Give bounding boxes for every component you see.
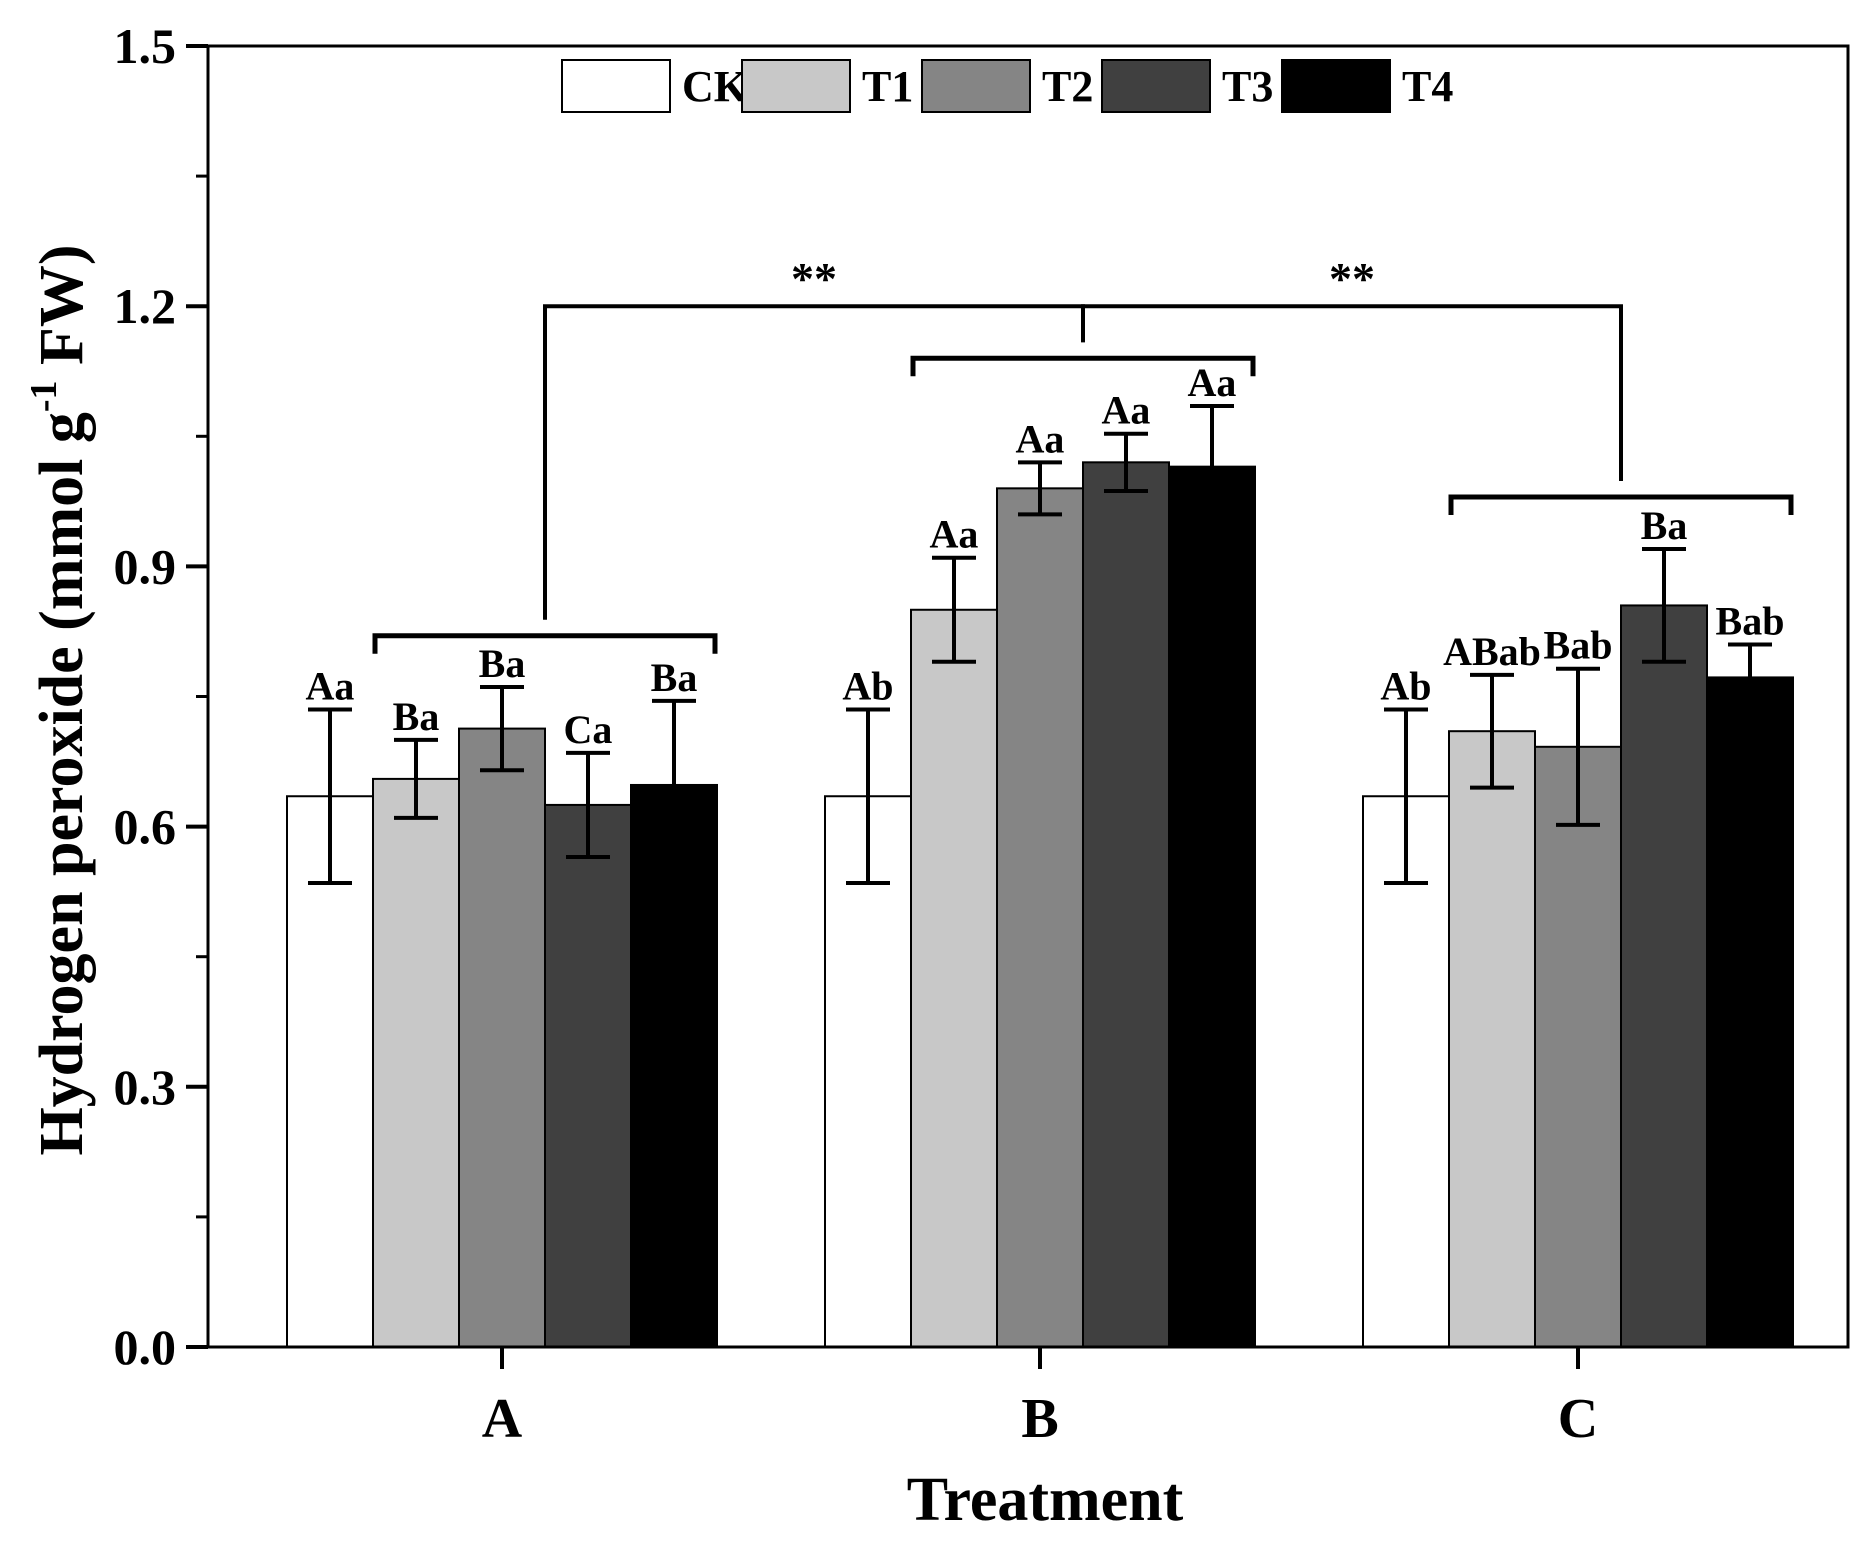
error-bar-C-T4: [1728, 642, 1772, 713]
legend-item-T4: T4: [1281, 59, 1453, 113]
error-bar-C-T3: [1642, 547, 1686, 664]
legend-swatch-T2: [921, 59, 1031, 113]
error-bar-C-T2: [1556, 666, 1600, 827]
y-axis-title-tail: FW): [28, 244, 96, 380]
legend-label-T2: T2: [1042, 62, 1093, 111]
comparison-brackets: ** **: [543, 253, 1623, 620]
error-bar-A-T2: [480, 684, 524, 773]
legend-item-T2: T2: [921, 59, 1093, 113]
y-tick-label-0.6: 0.6: [114, 799, 177, 855]
significance-labels: Aa Ab Ab Ba Aa ABab Ba Aa Bab Ca Aa Ba Ba Aa Bab: [306, 360, 1785, 752]
legend-swatch-T4: [1281, 59, 1391, 113]
axes: 0.0 0.3 0.6 0.9 1.2 1.5 A B C: [114, 18, 1850, 1450]
legend-label-T1: T1: [862, 62, 913, 111]
bar-A-T4: [630, 783, 718, 1348]
sig-label-C-CK: Ab: [1380, 664, 1431, 709]
error-bar-A-T4: [652, 698, 696, 872]
legend-label-T3: T3: [1222, 62, 1273, 111]
legend-item-CK: CK: [561, 59, 748, 113]
sig-label-B-T2: Aa: [1016, 416, 1065, 461]
sig-label-B-CK: Ab: [842, 664, 893, 709]
y-axis-title-main: Hydrogen peroxide (mmol g: [28, 412, 96, 1155]
error-bar-A-CK: [308, 707, 352, 885]
error-bar-B-T2: [1018, 460, 1062, 517]
error-bar-A-T1: [394, 737, 438, 820]
bar-A-T3: [544, 803, 632, 1348]
error-bar-B-T3: [1104, 431, 1148, 493]
legend-item-T1: T1: [741, 59, 913, 113]
bar-B-CK: [824, 795, 912, 1348]
bar-A-T1: [372, 777, 460, 1348]
error-bar-C-T1: [1470, 672, 1514, 790]
legend: CK T1 T2 T3 T4: [561, 59, 1453, 113]
legend-swatch-T3: [1101, 59, 1211, 113]
sig-label-A-T4: Ba: [651, 655, 698, 700]
sig-label-A-T3: Ca: [564, 707, 613, 752]
y-tick-label-0.0: 0.0: [114, 1319, 177, 1375]
error-bars: [308, 403, 1772, 885]
group-bracket-B: [910, 355, 1256, 377]
legend-item-T3: T3: [1101, 59, 1273, 113]
bar-A-T2: [458, 727, 546, 1348]
error-bar-C-CK: [1384, 707, 1428, 885]
bar-B-T1: [910, 608, 998, 1348]
comparison-label-A-B: **: [791, 253, 837, 304]
sig-label-C-T1: ABab: [1443, 629, 1541, 674]
y-tick-label-1.2: 1.2: [114, 278, 177, 334]
bar-B-T2: [996, 487, 1084, 1348]
sig-label-A-CK: Aa: [306, 664, 355, 709]
y-axis-title: Hydrogen peroxide (mmol g-1 FW): [23, 244, 96, 1155]
x-tick-label-C: C: [1558, 1388, 1598, 1450]
bar-C-T4: [1706, 676, 1794, 1348]
bar-B-T3: [1082, 461, 1170, 1348]
y-axis-title-sup: -1: [23, 380, 65, 412]
legend-label-T4: T4: [1402, 62, 1453, 111]
group-bracket-C: [1448, 494, 1794, 516]
x-tick-label-B: B: [1021, 1388, 1058, 1450]
legend-swatch-CK: [561, 59, 671, 113]
bar-B-T4: [1168, 465, 1256, 1348]
legend-label-CK: CK: [682, 62, 748, 111]
sig-label-B-T4: Aa: [1188, 360, 1237, 405]
x-axis-title: Treatment: [907, 1466, 1184, 1534]
sig-label-C-T2: Bab: [1544, 623, 1613, 668]
y-tick-label-1.5: 1.5: [114, 18, 177, 74]
error-bar-A-T3: [566, 750, 610, 859]
legend-swatch-T1: [741, 59, 851, 113]
sig-label-A-T2: Ba: [479, 641, 526, 686]
sig-label-B-T3: Aa: [1102, 388, 1151, 433]
bar-A-CK: [286, 795, 374, 1348]
bar-C-T1: [1448, 730, 1536, 1348]
x-tick-label-A: A: [482, 1388, 523, 1450]
bar-C-T3: [1620, 604, 1708, 1348]
y-tick-label-0.3: 0.3: [114, 1059, 177, 1115]
bars: [286, 461, 1794, 1348]
sig-label-C-T3: Ba: [1641, 503, 1688, 548]
group-brackets: [372, 355, 1794, 654]
comparison-label-B-C: **: [1329, 253, 1375, 304]
sig-label-A-T1: Ba: [393, 694, 440, 739]
group-bracket-A: [372, 633, 718, 654]
bar-C-T2: [1534, 745, 1622, 1348]
sig-label-B-T1: Aa: [930, 512, 979, 557]
error-bar-B-CK: [846, 707, 890, 885]
error-bar-B-T1: [932, 555, 976, 664]
sig-label-C-T4: Bab: [1716, 598, 1785, 643]
comparison-bracket-B-C: [1081, 304, 1623, 482]
y-tick-label-0.9: 0.9: [114, 538, 177, 594]
error-bar-B-T4: [1190, 403, 1234, 530]
